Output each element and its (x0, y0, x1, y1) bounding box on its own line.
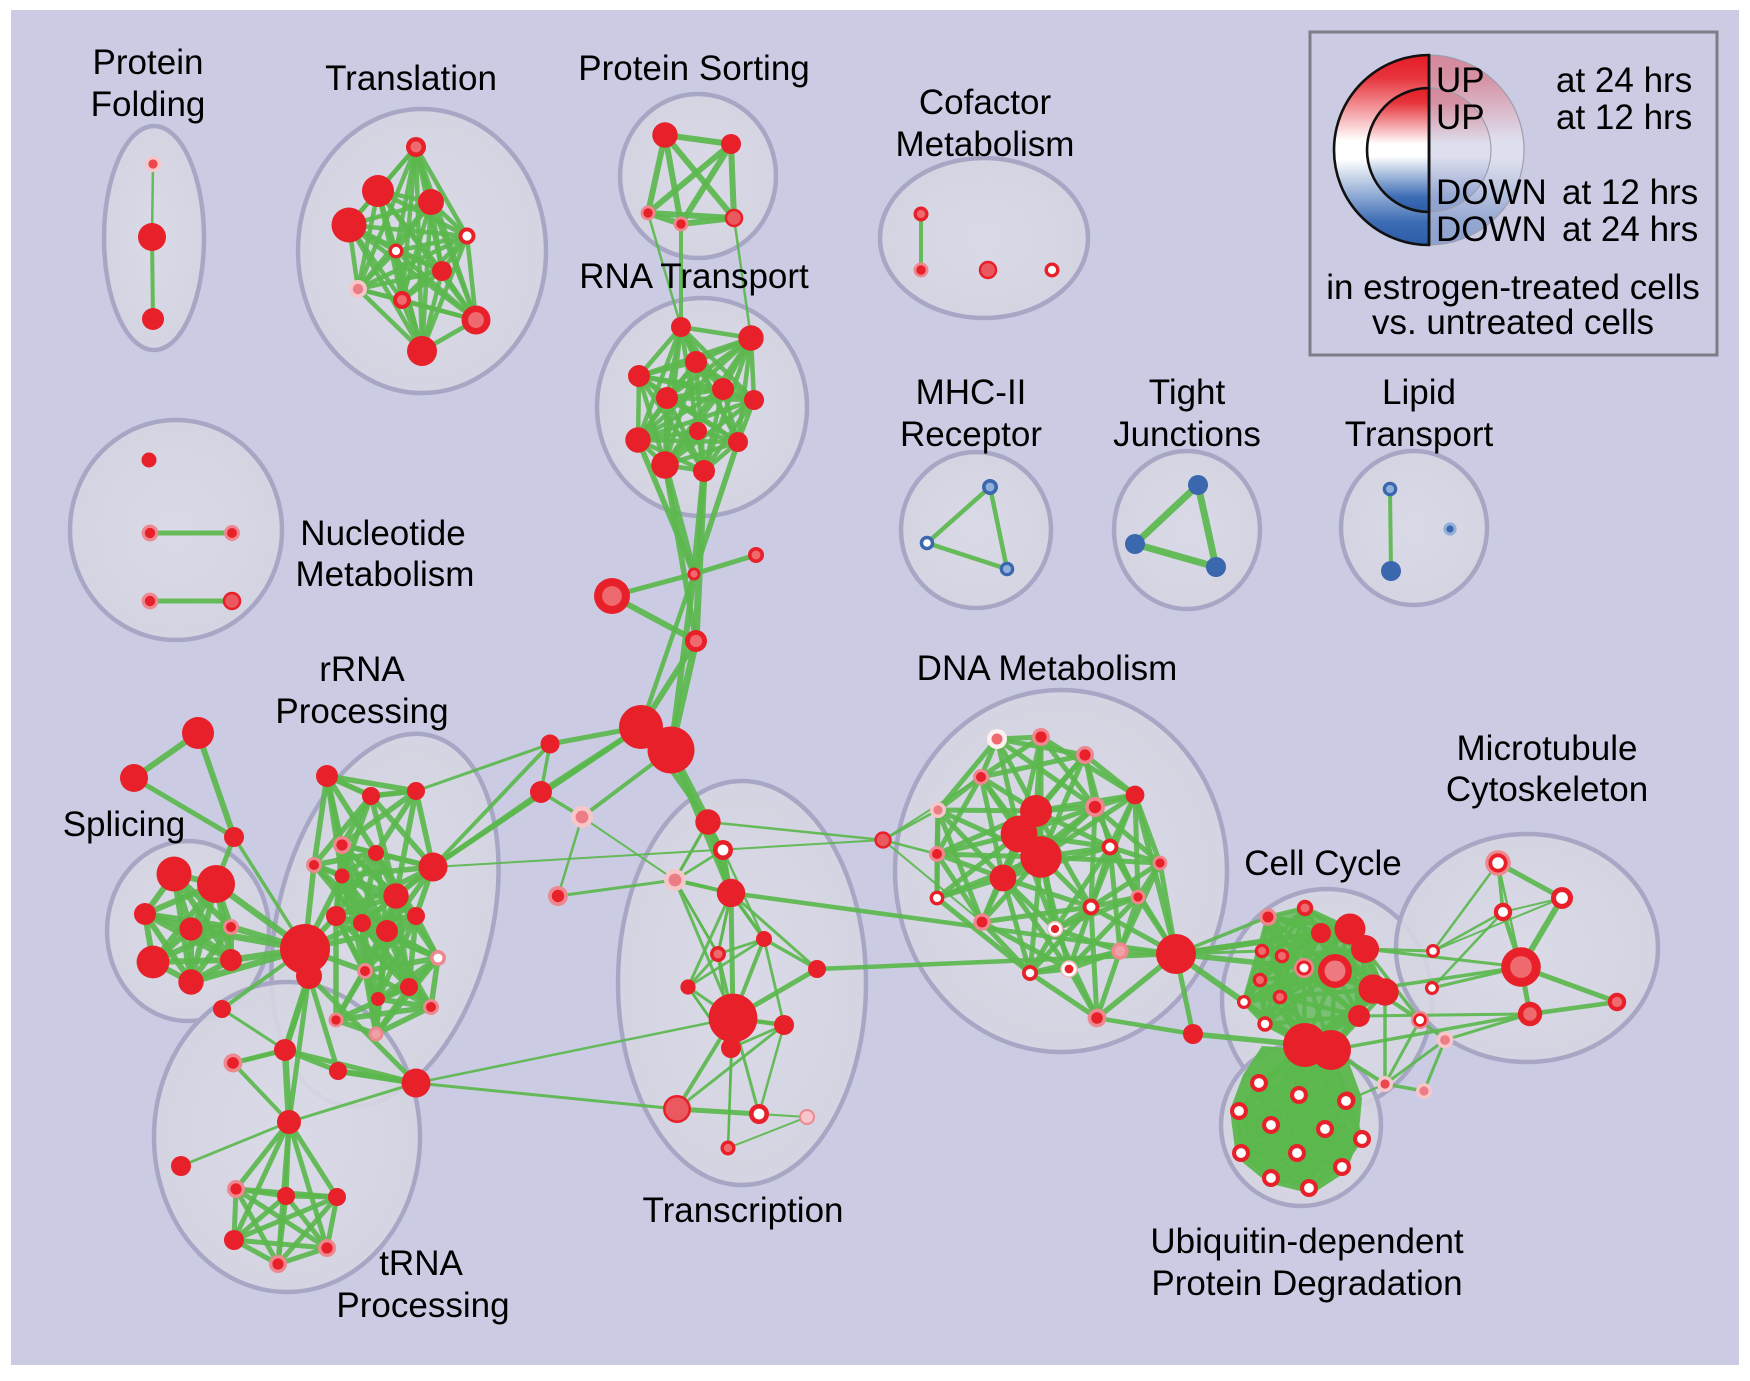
svg-text:Protein Sorting: Protein Sorting (578, 49, 810, 88)
svg-text:Protein Degradation: Protein Degradation (1151, 1264, 1462, 1303)
svg-text:MHC-II: MHC-II (916, 373, 1027, 412)
svg-text:UP: UP (1436, 98, 1485, 137)
svg-text:Processing: Processing (275, 692, 448, 731)
svg-text:Translation: Translation (325, 59, 497, 98)
svg-text:Nucleotide: Nucleotide (300, 514, 465, 553)
svg-text:Folding: Folding (91, 85, 206, 124)
svg-text:Junctions: Junctions (1113, 415, 1261, 454)
svg-text:DOWN: DOWN (1436, 210, 1547, 249)
svg-text:Splicing: Splicing (63, 805, 186, 844)
svg-text:RNA Transport: RNA Transport (579, 257, 809, 296)
svg-text:at 12 hrs: at 12 hrs (1556, 98, 1692, 137)
svg-text:Ubiquitin-dependent: Ubiquitin-dependent (1150, 1222, 1464, 1261)
svg-text:Receptor: Receptor (900, 415, 1042, 454)
svg-text:at 24 hrs: at 24 hrs (1562, 210, 1698, 249)
svg-text:Lipid: Lipid (1382, 373, 1456, 412)
svg-text:UP: UP (1436, 61, 1485, 100)
svg-text:in estrogen-treated cells: in estrogen-treated cells (1326, 268, 1700, 307)
svg-text:rRNA: rRNA (319, 650, 405, 689)
svg-text:Protein: Protein (93, 43, 204, 82)
svg-text:Cell Cycle: Cell Cycle (1244, 844, 1402, 883)
svg-text:at 12 hrs: at 12 hrs (1562, 173, 1698, 212)
svg-text:Tight: Tight (1149, 373, 1226, 412)
svg-text:Transport: Transport (1345, 415, 1494, 454)
svg-text:Transcription: Transcription (643, 1191, 844, 1230)
svg-text:Cofactor: Cofactor (919, 83, 1052, 122)
svg-text:at 24 hrs: at 24 hrs (1556, 61, 1692, 100)
svg-text:DOWN: DOWN (1436, 173, 1547, 212)
svg-text:vs. untreated cells: vs. untreated cells (1372, 303, 1654, 342)
svg-text:Cytoskeleton: Cytoskeleton (1446, 770, 1648, 809)
svg-text:Metabolism: Metabolism (896, 125, 1075, 164)
svg-text:Microtubule: Microtubule (1457, 729, 1638, 768)
svg-text:DNA Metabolism: DNA Metabolism (917, 649, 1178, 688)
svg-text:tRNA: tRNA (379, 1244, 463, 1283)
svg-text:Metabolism: Metabolism (296, 555, 475, 594)
svg-text:Processing: Processing (336, 1286, 509, 1325)
